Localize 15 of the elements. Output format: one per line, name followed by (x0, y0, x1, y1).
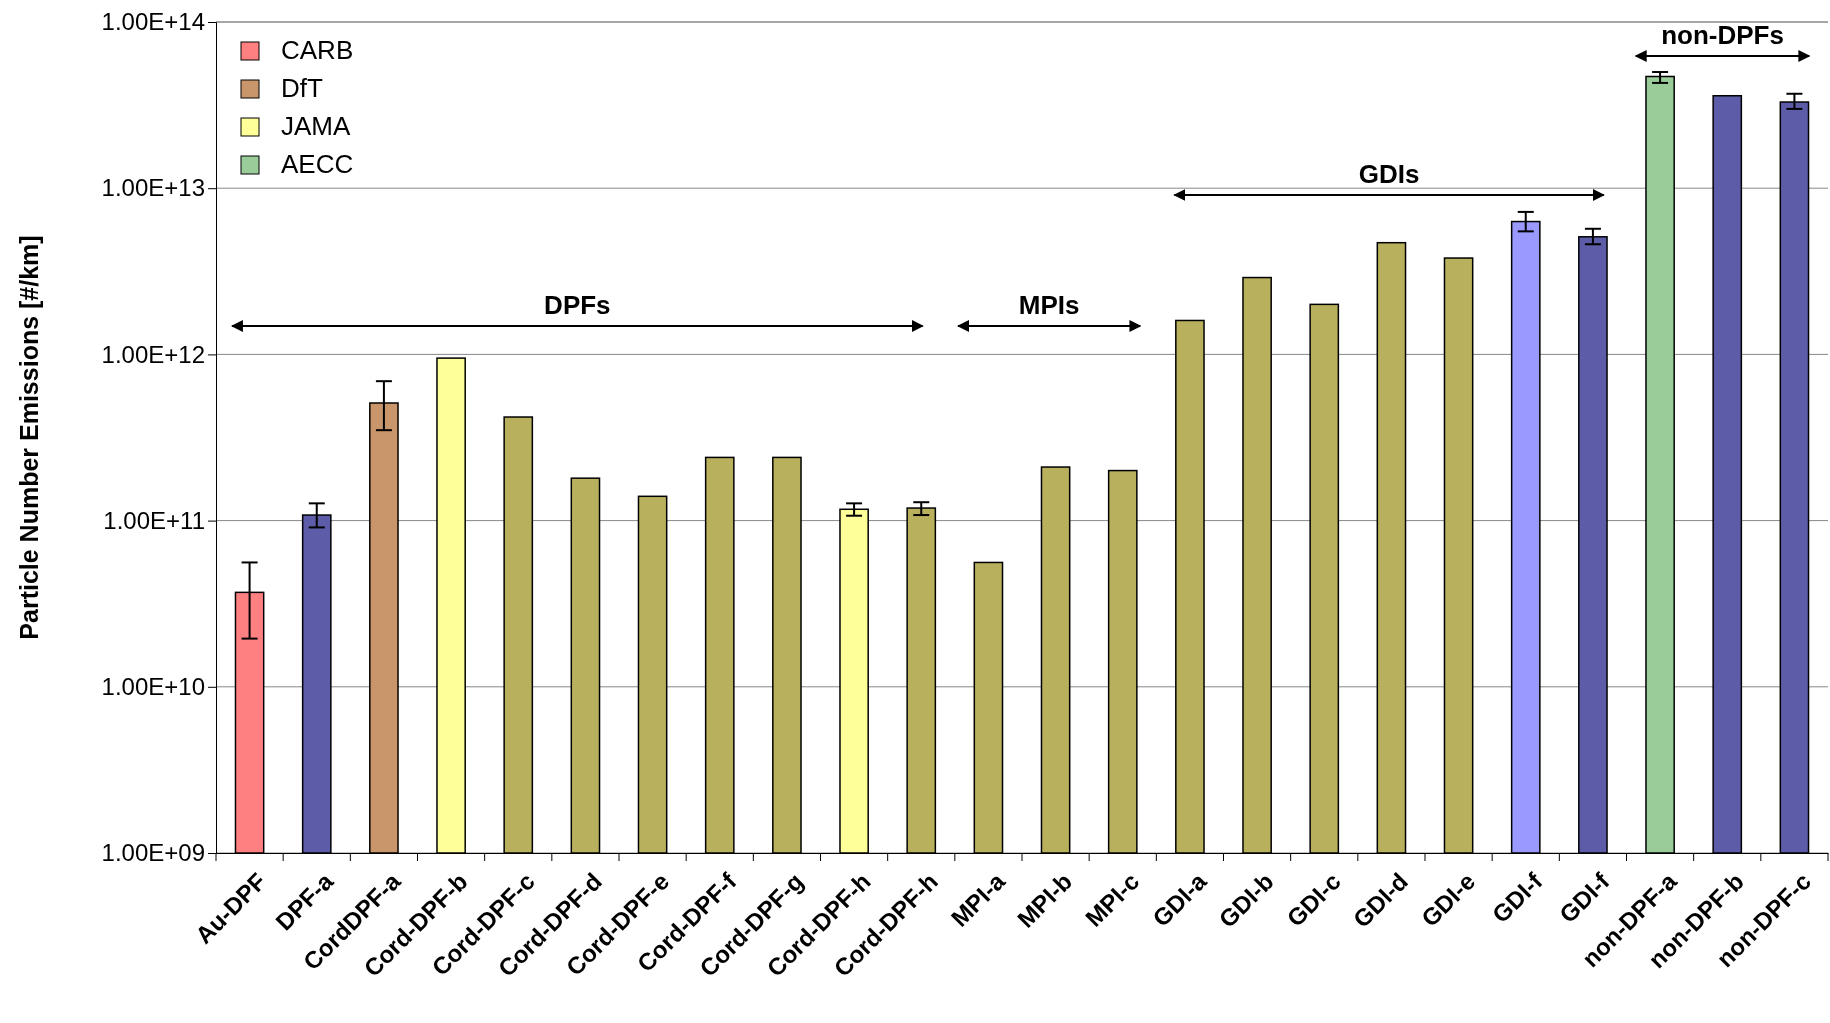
legend-label: CARB (281, 35, 354, 65)
legend-label: DfT (281, 73, 323, 103)
y-tick-label: 1.00E+13 (101, 174, 205, 202)
y-tick-label: 1.00E+10 (101, 672, 205, 700)
annotation: DPFs (544, 290, 611, 320)
legend-label: JAMA (281, 111, 351, 141)
annotation: GDIs (1358, 159, 1420, 189)
legend-label: AECC (281, 149, 354, 179)
annotation: MPIs (1018, 290, 1080, 320)
y-tick-label: 1.00E+14 (101, 8, 205, 36)
y-tick-label: 1.00E+09 (101, 839, 205, 867)
y-tick-label: 1.00E+11 (103, 506, 205, 534)
annotation: non-DPFs (1661, 20, 1784, 50)
y-axis-title: Particle Number Emissions [#/km] (15, 235, 43, 640)
y-tick-label: 1.00E+12 (101, 340, 205, 368)
